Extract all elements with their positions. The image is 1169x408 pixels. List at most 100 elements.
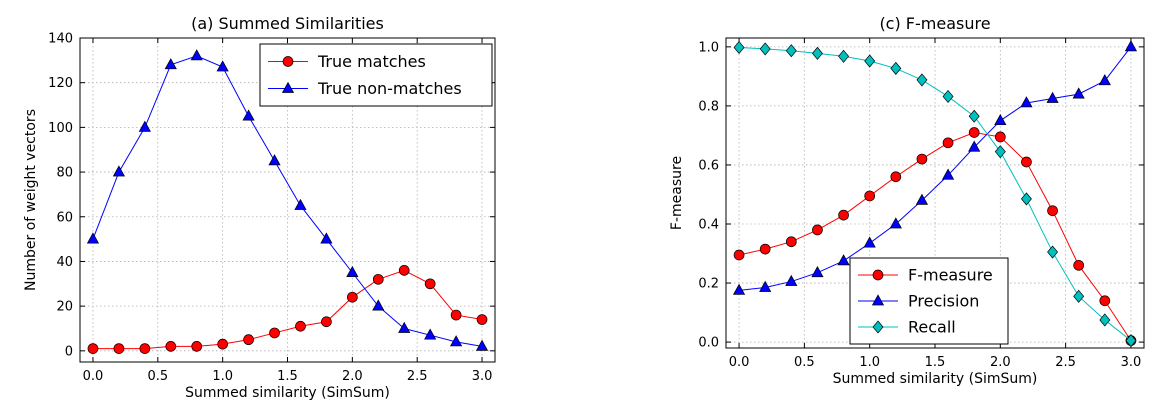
chart-a-point-true-matches-10 <box>346 291 358 303</box>
chart-c-point-f-measure-4 <box>838 209 849 221</box>
chart-a-point-true-matches-1 <box>113 343 125 354</box>
chart-a-ytick-label-0: 0 <box>65 344 73 359</box>
chart-a-ytick-label-4: 80 <box>56 166 73 181</box>
chart-a-line-true-non-matches <box>92 55 483 347</box>
chart-a-legend-label-true-matches: True matches <box>317 52 426 71</box>
chart-a-point-true-matches-2 <box>139 343 151 354</box>
chart-a-series-true-matches <box>87 265 488 354</box>
chart-c-legend-label-precision: Precision <box>908 292 979 311</box>
chart-c-point-f-measure-11 <box>1021 156 1032 168</box>
chart-c-ytick-label-4: 0.8 <box>698 99 719 114</box>
chart-a-ytick-label-1: 20 <box>56 300 73 315</box>
chart-c-series-recall <box>733 40 1137 348</box>
chart-c-legend-label-f-measure: F-measure <box>908 266 993 285</box>
chart-summed-similarities: 0.0 0.5 1.0 1.5 2.0 2.5 3.0 0 20 40 60 80 100 120 140 (… <box>23 14 496 401</box>
chart-c-point-precision-11 <box>1020 96 1033 108</box>
chart-c-plot-frame <box>725 37 1145 349</box>
chart-c-point-f-measure-13 <box>1073 259 1085 271</box>
chart-c-xtick-label-6: 3.0 <box>1121 355 1142 370</box>
chart-a-xtick-label-3: 1.5 <box>277 369 298 384</box>
chart-c-point-f-measure-14 <box>1099 295 1111 307</box>
chart-c-xlabel: Summed similarity (SimSum) <box>833 371 1038 387</box>
chart-a-point-true-non-matches-14 <box>450 335 463 347</box>
chart-c-xtick-label-2: 1.0 <box>859 355 880 370</box>
chart-a-point-true-matches-13 <box>424 278 436 290</box>
chart-c-point-recall-3 <box>811 46 823 60</box>
chart-c-point-precision-9 <box>968 140 981 152</box>
chart-c-series-precision <box>732 40 1138 295</box>
chart-c-point-precision-10 <box>994 113 1007 126</box>
chart-a-plot-frame <box>79 37 496 363</box>
chart-c-point-recall-5 <box>864 54 876 68</box>
chart-a-point-true-matches-9 <box>321 316 332 328</box>
chart-a-ytick-label-5: 100 <box>48 121 73 136</box>
chart-c-point-precision-1 <box>759 280 772 292</box>
chart-c-axes: 0.0 0.5 1.0 1.5 2.0 2.5 3.0 0.0 0.2 0.4 0.6 0.8 1.0 <box>698 38 1144 370</box>
chart-a-point-true-non-matches-13 <box>424 328 437 340</box>
chart-a-legend-label-true-non-matches: True non-matches <box>317 79 462 98</box>
chart-c-point-f-measure-2 <box>785 236 797 248</box>
chart-c-point-f-measure-10 <box>994 131 1006 143</box>
chart-a-point-true-non-matches-10 <box>346 265 359 277</box>
chart-a-point-true-matches-11 <box>372 273 384 285</box>
chart-c-point-recall-15 <box>1125 334 1137 348</box>
chart-a-point-true-non-matches-9 <box>320 232 333 244</box>
chart-a-point-true-non-matches-1 <box>112 165 125 177</box>
chart-c-point-precision-14 <box>1098 74 1111 86</box>
chart-c-legend-marker-precision <box>871 294 885 306</box>
chart-c-point-f-measure-1 <box>759 243 771 255</box>
chart-c-point-f-measure-8 <box>942 137 954 149</box>
chart-a-point-true-non-matches-3 <box>164 58 177 70</box>
chart-c-xtick-label-0: 0.0 <box>729 355 750 370</box>
chart-c-ytick-label-3: 0.6 <box>698 158 719 173</box>
chart-a-point-true-matches-4 <box>191 341 203 352</box>
chart-a-xtick-label-5: 2.5 <box>407 369 428 384</box>
chart-a-point-true-matches-8 <box>295 320 306 332</box>
chart-c-xtick-label-4: 2.0 <box>990 355 1011 370</box>
chart-c-point-recall-14 <box>1099 313 1111 327</box>
chart-c-point-recall-2 <box>785 44 797 58</box>
chart-a-title: (a) Summed Similarities <box>191 14 384 33</box>
chart-c-point-f-measure-6 <box>890 171 902 183</box>
chart-a-axes: 0.0 0.5 1.0 1.5 2.0 2.5 3.0 0 20 40 60 80 100 120 140 <box>48 32 495 384</box>
chart-c-point-recall-0 <box>733 40 745 54</box>
chart-c-point-f-measure-0 <box>733 249 745 261</box>
chart-c-point-recall-13 <box>1073 289 1085 303</box>
chart-c-line-precision <box>739 46 1132 291</box>
chart-a-legend-box <box>259 43 493 107</box>
chart-a-series-true-non-matches <box>86 49 489 351</box>
chart-a-point-true-non-matches-0 <box>86 232 100 244</box>
chart-c-point-recall-6 <box>890 61 902 75</box>
chart-a-point-true-matches-5 <box>217 338 229 350</box>
chart-a-ytick-label-7: 140 <box>48 32 73 47</box>
chart-c-ytick-label-1: 0.2 <box>698 277 719 292</box>
chart-c-point-recall-12 <box>1047 245 1059 259</box>
chart-a-legend-marker-true-non-matches <box>281 81 295 93</box>
chart-c-point-recall-4 <box>838 49 850 63</box>
chart-a-legend: True matches True non-matches <box>259 43 493 107</box>
chart-c-line-recall <box>739 46 1132 342</box>
chart-c-line-f-measure <box>738 131 1132 341</box>
chart-a-ytick-label-6: 120 <box>48 76 73 91</box>
chart-a-xtick-label-0: 0.0 <box>83 369 104 384</box>
chart-a-point-true-non-matches-7 <box>268 154 281 166</box>
chart-c-point-precision-3 <box>811 265 824 278</box>
chart-a-point-true-non-matches-8 <box>294 198 307 210</box>
chart-a-point-true-non-matches-2 <box>138 120 151 132</box>
chart-a-xtick-label-4: 2.0 <box>342 369 363 384</box>
chart-c-point-recall-10 <box>994 145 1006 159</box>
chart-c-legend-label-recall: Recall <box>908 318 956 337</box>
chart-a-point-true-matches-0 <box>87 343 99 354</box>
chart-c-point-f-measure-3 <box>812 224 823 236</box>
chart-c-xtick-label-1: 0.5 <box>794 355 815 370</box>
chart-c-xtick-label-5: 2.5 <box>1055 355 1076 370</box>
chart-a-ytick-label-2: 40 <box>56 255 73 270</box>
chart-c-point-precision-7 <box>915 193 929 205</box>
chart-a-line-true-matches <box>92 269 483 350</box>
chart-c-legend: F-measure Precision Recall <box>849 257 1009 345</box>
chart-c-point-f-measure-12 <box>1047 205 1058 217</box>
chart-c-ylabel: F-measure <box>669 156 685 230</box>
chart-c-point-f-measure-5 <box>864 190 876 202</box>
chart-a-point-true-matches-15 <box>476 314 488 325</box>
chart-c-point-precision-6 <box>889 217 902 229</box>
